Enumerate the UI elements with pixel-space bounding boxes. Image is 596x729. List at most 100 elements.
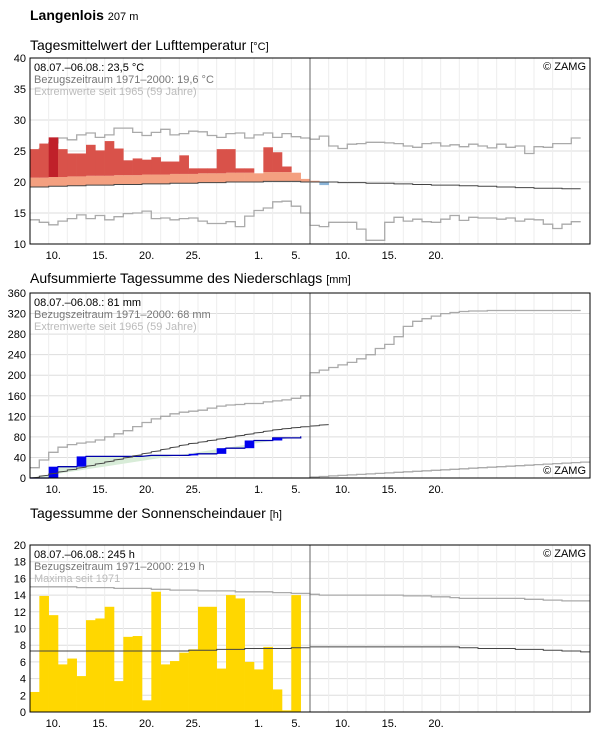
temp-bar-light	[151, 174, 161, 184]
temp-panel	[29, 57, 591, 245]
temp-bar-light	[188, 173, 199, 184]
sun-x-tick-label: 10.	[46, 718, 61, 729]
temp-bar-light	[198, 173, 208, 183]
precip-info-norm: Bezugszeitraum 1971–2000: 68 mm	[34, 309, 211, 321]
sun-info-norm: Bezugszeitraum 1971–2000: 219 h	[34, 561, 205, 573]
precip-y-tick-label: 280	[8, 329, 26, 341]
temp-bar-dark	[160, 161, 171, 175]
temp-x-tick-label: 10.	[46, 250, 61, 262]
sun-bar	[95, 618, 105, 712]
temp-bar-light	[300, 178, 311, 182]
temp-x-tick-label: 5.	[291, 250, 300, 262]
temp-bar-dark	[207, 168, 217, 174]
precip-title-text: Aufsummierte Tagessumme des Niederschlag…	[30, 270, 323, 286]
temp-copyright: © ZAMG	[543, 61, 586, 73]
sun-title-text: Tagessumme der Sonnenscheindauer	[30, 505, 266, 521]
temp-bar-dark	[76, 153, 87, 177]
temp-unit: [°C]	[250, 41, 269, 53]
sun-bar	[198, 606, 208, 712]
temp-title-text: Tagesmittelwert der Lufttemperatur	[30, 37, 247, 53]
sun-x-tick-label: 25.	[186, 718, 201, 729]
temp-bar-dark	[198, 168, 208, 174]
temp-bar-light	[282, 172, 292, 182]
sun-bar	[86, 620, 96, 712]
temp-bar-light	[67, 176, 77, 186]
temp-bar-light	[48, 177, 59, 187]
sun-frame	[29, 544, 591, 713]
sun-bar	[291, 595, 301, 712]
temp-bar-light	[58, 177, 68, 187]
precip-info-extreme: Extremwerte seit 1965 (59 Jahre)	[34, 321, 197, 333]
temp-x-tick-label: 1.	[254, 250, 263, 262]
temp-bar-light	[254, 173, 264, 182]
temp-bar-dark	[86, 144, 96, 176]
temp-bar-light	[179, 173, 189, 184]
sun-x-tick-label: 20.	[139, 718, 154, 729]
temp-bar-light	[142, 174, 152, 184]
temp-bar-dark	[114, 148, 124, 176]
sun-x-tick-label: 1.	[254, 718, 263, 729]
sun-copyright: © ZAMG	[543, 548, 586, 560]
sun-bar	[30, 691, 40, 712]
sun-chart-title: Tagessumme der Sonnenscheindauer [h]	[30, 505, 282, 521]
temp-bar-light	[235, 172, 245, 182]
temp-bar-light	[86, 175, 96, 186]
sun-bar	[114, 681, 124, 712]
sun-y-tick-label: 20	[14, 540, 26, 552]
sun-bar	[142, 700, 152, 712]
precip-day-bar	[76, 456, 87, 467]
temp-x-tick-label: 25.	[186, 250, 201, 262]
temp-bar-dark	[123, 160, 133, 176]
temp-bar-light	[160, 174, 171, 184]
temp-bar-cool	[319, 182, 329, 186]
temp-bar-dark	[151, 157, 161, 175]
precip-day-bar	[188, 453, 199, 456]
precip-frame	[29, 292, 591, 479]
temp-x-tick-label: 10.	[335, 250, 350, 262]
temp-bar-dark	[226, 149, 236, 173]
precip-y-tick-label: 360	[8, 288, 26, 300]
temp-max-line	[30, 127, 581, 155]
sun-x-tick-label: 15.	[382, 718, 397, 729]
temp-x-tick-label: 20.	[139, 250, 154, 262]
temp-y-tick-label: 35	[14, 84, 26, 96]
sun-bar	[207, 606, 217, 712]
precip-day-bar	[244, 440, 255, 449]
sun-y-tick-label: 14	[14, 590, 26, 602]
temp-info-value: 08.07.–06.08.: 23,5 °C	[34, 62, 144, 74]
temp-bar-dark	[67, 153, 77, 177]
temp-info-norm: Bezugszeitraum 1971–2000: 19,6 °C	[34, 74, 214, 86]
sun-bar	[67, 658, 77, 712]
sun-bar	[170, 661, 180, 712]
precip-unit: [mm]	[326, 274, 351, 286]
temp-bar-light	[132, 175, 143, 185]
temp-chart-title: Tagesmittelwert der Lufttemperatur [°C]	[30, 37, 269, 53]
precip-y-tick-label: 0	[20, 473, 26, 485]
sun-norm-line	[30, 646, 590, 653]
sun-bar	[104, 606, 115, 712]
temp-bar-dark	[235, 168, 245, 173]
temp-bar-dark	[48, 137, 59, 178]
temp-bar-dark	[30, 149, 40, 178]
temp-bar-light	[76, 176, 87, 186]
temp-bar-dark	[188, 168, 199, 174]
temp-bar-dark	[142, 159, 152, 175]
station-elevation: 207 m	[107, 11, 139, 23]
sun-bar	[39, 595, 49, 712]
temp-bar-light	[170, 173, 180, 184]
sun-panel	[29, 544, 591, 713]
sun-bar	[58, 664, 68, 712]
sun-bar	[76, 676, 87, 712]
sun-bar	[235, 598, 245, 712]
precip-y-tick-label: 40	[14, 452, 26, 464]
temp-bar-dark	[132, 158, 143, 176]
temp-bar-dark	[104, 141, 115, 176]
sun-bar	[48, 615, 59, 712]
precip-y-tick-label: 200	[8, 370, 26, 382]
sun-bar	[179, 652, 189, 712]
temp-bar-light	[39, 177, 49, 187]
sun-y-tick-label: 16	[14, 573, 26, 585]
temp-bar-light	[226, 172, 236, 182]
precip-x-tick-label: 10.	[46, 484, 61, 496]
temp-y-tick-label: 40	[14, 53, 26, 65]
